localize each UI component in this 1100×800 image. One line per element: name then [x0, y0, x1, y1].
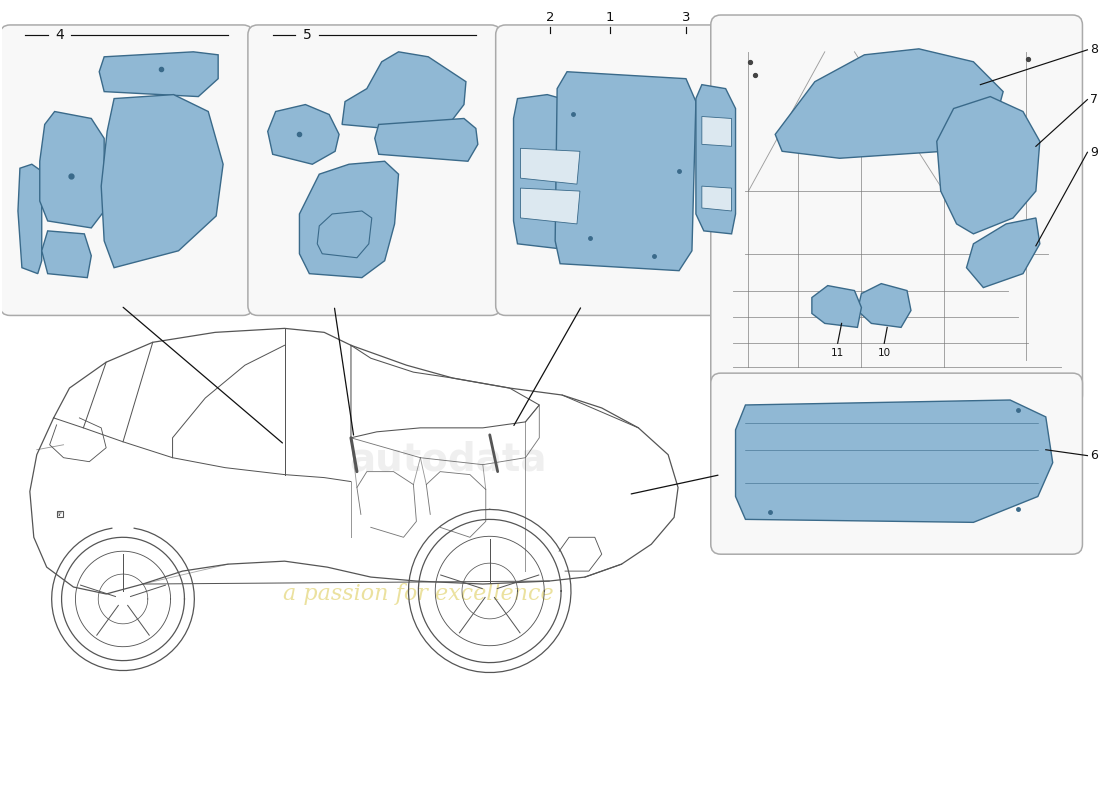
FancyBboxPatch shape: [711, 373, 1082, 554]
Polygon shape: [42, 231, 91, 278]
Polygon shape: [967, 218, 1040, 287]
Text: 2: 2: [546, 10, 554, 23]
Polygon shape: [556, 72, 696, 270]
FancyBboxPatch shape: [711, 15, 1082, 405]
Polygon shape: [937, 97, 1040, 234]
Polygon shape: [812, 286, 861, 327]
Polygon shape: [101, 94, 223, 268]
Polygon shape: [520, 148, 580, 184]
Polygon shape: [858, 284, 911, 327]
FancyBboxPatch shape: [248, 25, 500, 315]
Polygon shape: [18, 164, 42, 274]
Polygon shape: [514, 94, 593, 250]
Text: 7: 7: [1090, 93, 1098, 106]
Text: autodata: autodata: [350, 441, 547, 478]
Text: 4: 4: [55, 28, 64, 42]
Polygon shape: [702, 186, 732, 211]
Text: a passion for excellence: a passion for excellence: [283, 583, 553, 605]
FancyBboxPatch shape: [0, 25, 253, 315]
Text: 5: 5: [302, 28, 311, 42]
Text: 10: 10: [878, 348, 891, 358]
Polygon shape: [299, 162, 398, 278]
Polygon shape: [375, 118, 477, 162]
Polygon shape: [267, 105, 339, 164]
Polygon shape: [99, 52, 218, 97]
Text: SF: SF: [56, 512, 63, 517]
Polygon shape: [40, 111, 104, 228]
Text: 1: 1: [605, 10, 614, 23]
Polygon shape: [736, 400, 1053, 522]
Text: 9: 9: [1090, 146, 1098, 158]
Polygon shape: [342, 52, 466, 131]
Polygon shape: [696, 85, 736, 234]
Text: 8: 8: [1090, 43, 1098, 56]
Text: 6: 6: [1090, 449, 1098, 462]
Polygon shape: [520, 188, 580, 224]
Polygon shape: [776, 49, 1003, 158]
Polygon shape: [317, 211, 372, 258]
Polygon shape: [702, 117, 732, 146]
FancyBboxPatch shape: [496, 25, 748, 315]
Text: 11: 11: [830, 348, 845, 358]
Text: 3: 3: [682, 10, 690, 23]
